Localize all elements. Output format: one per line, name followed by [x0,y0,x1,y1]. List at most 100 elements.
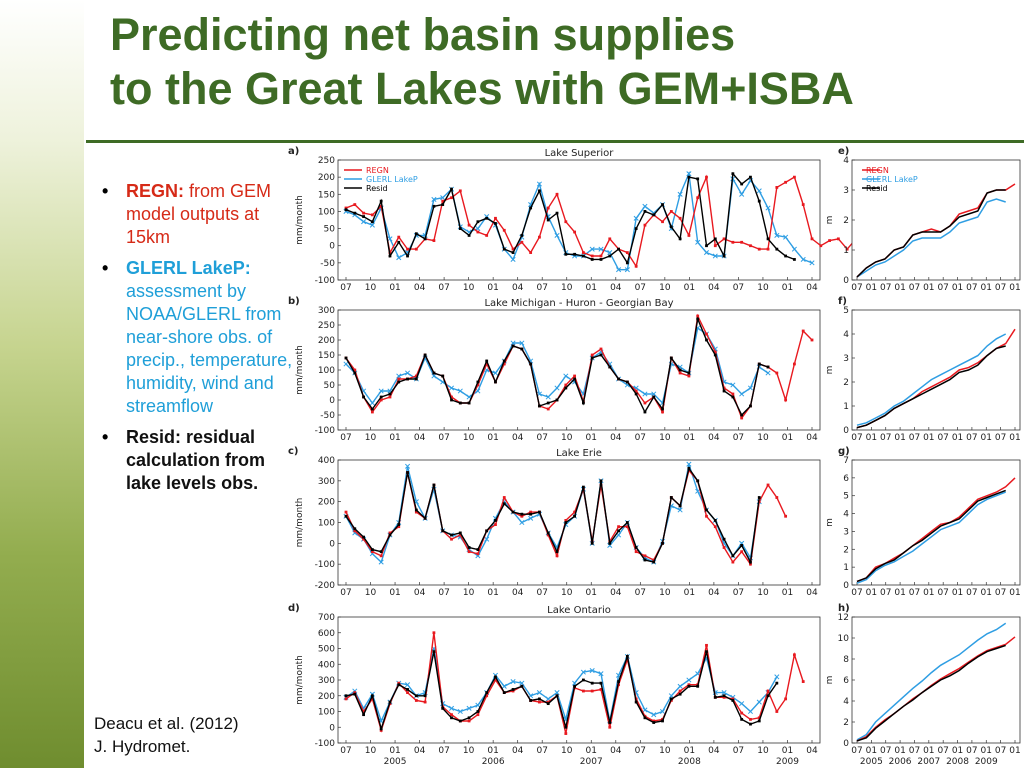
data-point-regn [687,683,691,687]
y-tick-label: 150 [318,351,335,361]
data-point-regn [810,237,814,241]
data-point-resid [414,508,418,512]
data-point-regn [379,204,383,208]
data-point-glerl-stroke [809,260,815,266]
x-tick-label: 10 [561,283,573,293]
data-point-glerl [510,340,516,346]
year-tick-label: 2005 [384,757,407,766]
data-point-glerl-stroke [404,682,411,688]
data-point-regn [362,537,365,541]
data-point-glerl-stroke [747,708,754,715]
data-point-glerl [659,708,666,715]
data-point-regn [687,234,691,237]
data-point-regn [634,550,638,554]
title-divider [86,140,1024,143]
data-point-glerl-stroke [554,385,560,391]
x-tick-label: 07 [536,746,547,756]
data-point-resid [705,508,708,512]
data-point-glerl-stroke [361,219,367,225]
series-line-resid [345,651,778,732]
data-point-regn [801,680,805,683]
data-point-regn [793,362,796,366]
x-tick-label: 07 [635,433,646,443]
bullet-dot: • [102,427,109,447]
x-tick-label: 04 [512,283,524,293]
x-tick-label: 04 [806,746,818,756]
data-point-regn [494,523,497,526]
data-point-glerl [404,682,411,688]
data-point-resid [379,727,383,731]
data-point-glerl-stroke [519,680,525,686]
data-point-resid [775,247,779,251]
year-tick-label: 2007 [580,757,603,766]
y-tick-label: 700 [318,613,335,623]
data-point-resid [573,684,577,688]
data-point-glerl-stroke [703,250,710,256]
data-point-glerl [378,559,384,565]
x-tick-label: 07 [937,588,948,598]
y-tick-label: 0 [329,242,335,252]
citation-line-2: J. Hydromet. [94,737,191,756]
data-point-glerl [448,705,455,711]
data-point-resid [793,258,796,261]
data-point-glerl-stroke [730,382,736,388]
year-tick-label: 2009 [975,757,998,766]
data-point-glerl [361,219,367,225]
data-point-resid [740,413,744,417]
data-point-regn [485,234,489,237]
data-point-regn [784,180,788,184]
legend-label: GLERL LakeP [866,175,918,184]
data-point-resid [511,510,515,514]
data-point-resid [573,514,577,518]
data-point-resid [406,254,409,258]
data-point-resid [617,680,620,683]
data-point-glerl-stroke [774,674,780,680]
data-point-resid [414,232,418,236]
data-point-resid [441,203,445,206]
data-point-regn [731,240,735,244]
x-tick-label: 10 [757,433,769,443]
data-point-glerl-stroke [528,515,534,521]
data-point-regn [546,533,550,537]
data-point-regn [564,732,568,735]
data-point-regn [590,689,594,693]
data-point-glerl-stroke [651,712,657,718]
data-point-regn [353,203,357,206]
data-point-resid [581,485,585,489]
y-tick-label: 3 [843,354,849,364]
data-point-resid [713,519,717,522]
x-tick-label: 07 [966,283,977,293]
data-point-resid [634,700,638,704]
data-point-resid [441,374,445,378]
data-point-glerl-stroke [475,553,481,559]
data-point-regn [608,725,612,729]
x-tick-label: 10 [365,746,377,756]
y-axis-label: mm/month [295,195,305,245]
year-tick-label: 2005 [860,757,883,766]
data-point-regn [467,550,471,554]
y-tick-label: 300 [318,306,335,316]
y-axis-label: mm/month [295,498,305,548]
x-tick-label: 07 [909,588,920,598]
data-point-regn [652,719,656,723]
data-point-resid [370,548,374,551]
data-point-glerl [519,519,525,526]
data-point-glerl-stroke [774,232,780,238]
data-point-regn [564,383,568,387]
data-point-resid [502,502,506,506]
data-point-glerl [695,488,701,494]
data-point-resid [555,694,559,698]
data-point-glerl-stroke [387,236,393,242]
data-point-resid [432,483,436,487]
data-point-resid [713,237,717,241]
data-point-resid [757,199,761,203]
data-point-glerl [809,260,815,266]
x-tick-label: 01 [894,588,905,598]
data-point-regn [775,186,779,189]
data-point-glerl [747,385,754,391]
x-tick-label: 01 [981,283,992,293]
panel-title: Lake Michigan - Huron - Georgian Bay [484,298,673,309]
data-point-resid [634,227,638,230]
data-point-glerl-stroke [466,394,472,400]
data-point-resid [370,407,374,411]
